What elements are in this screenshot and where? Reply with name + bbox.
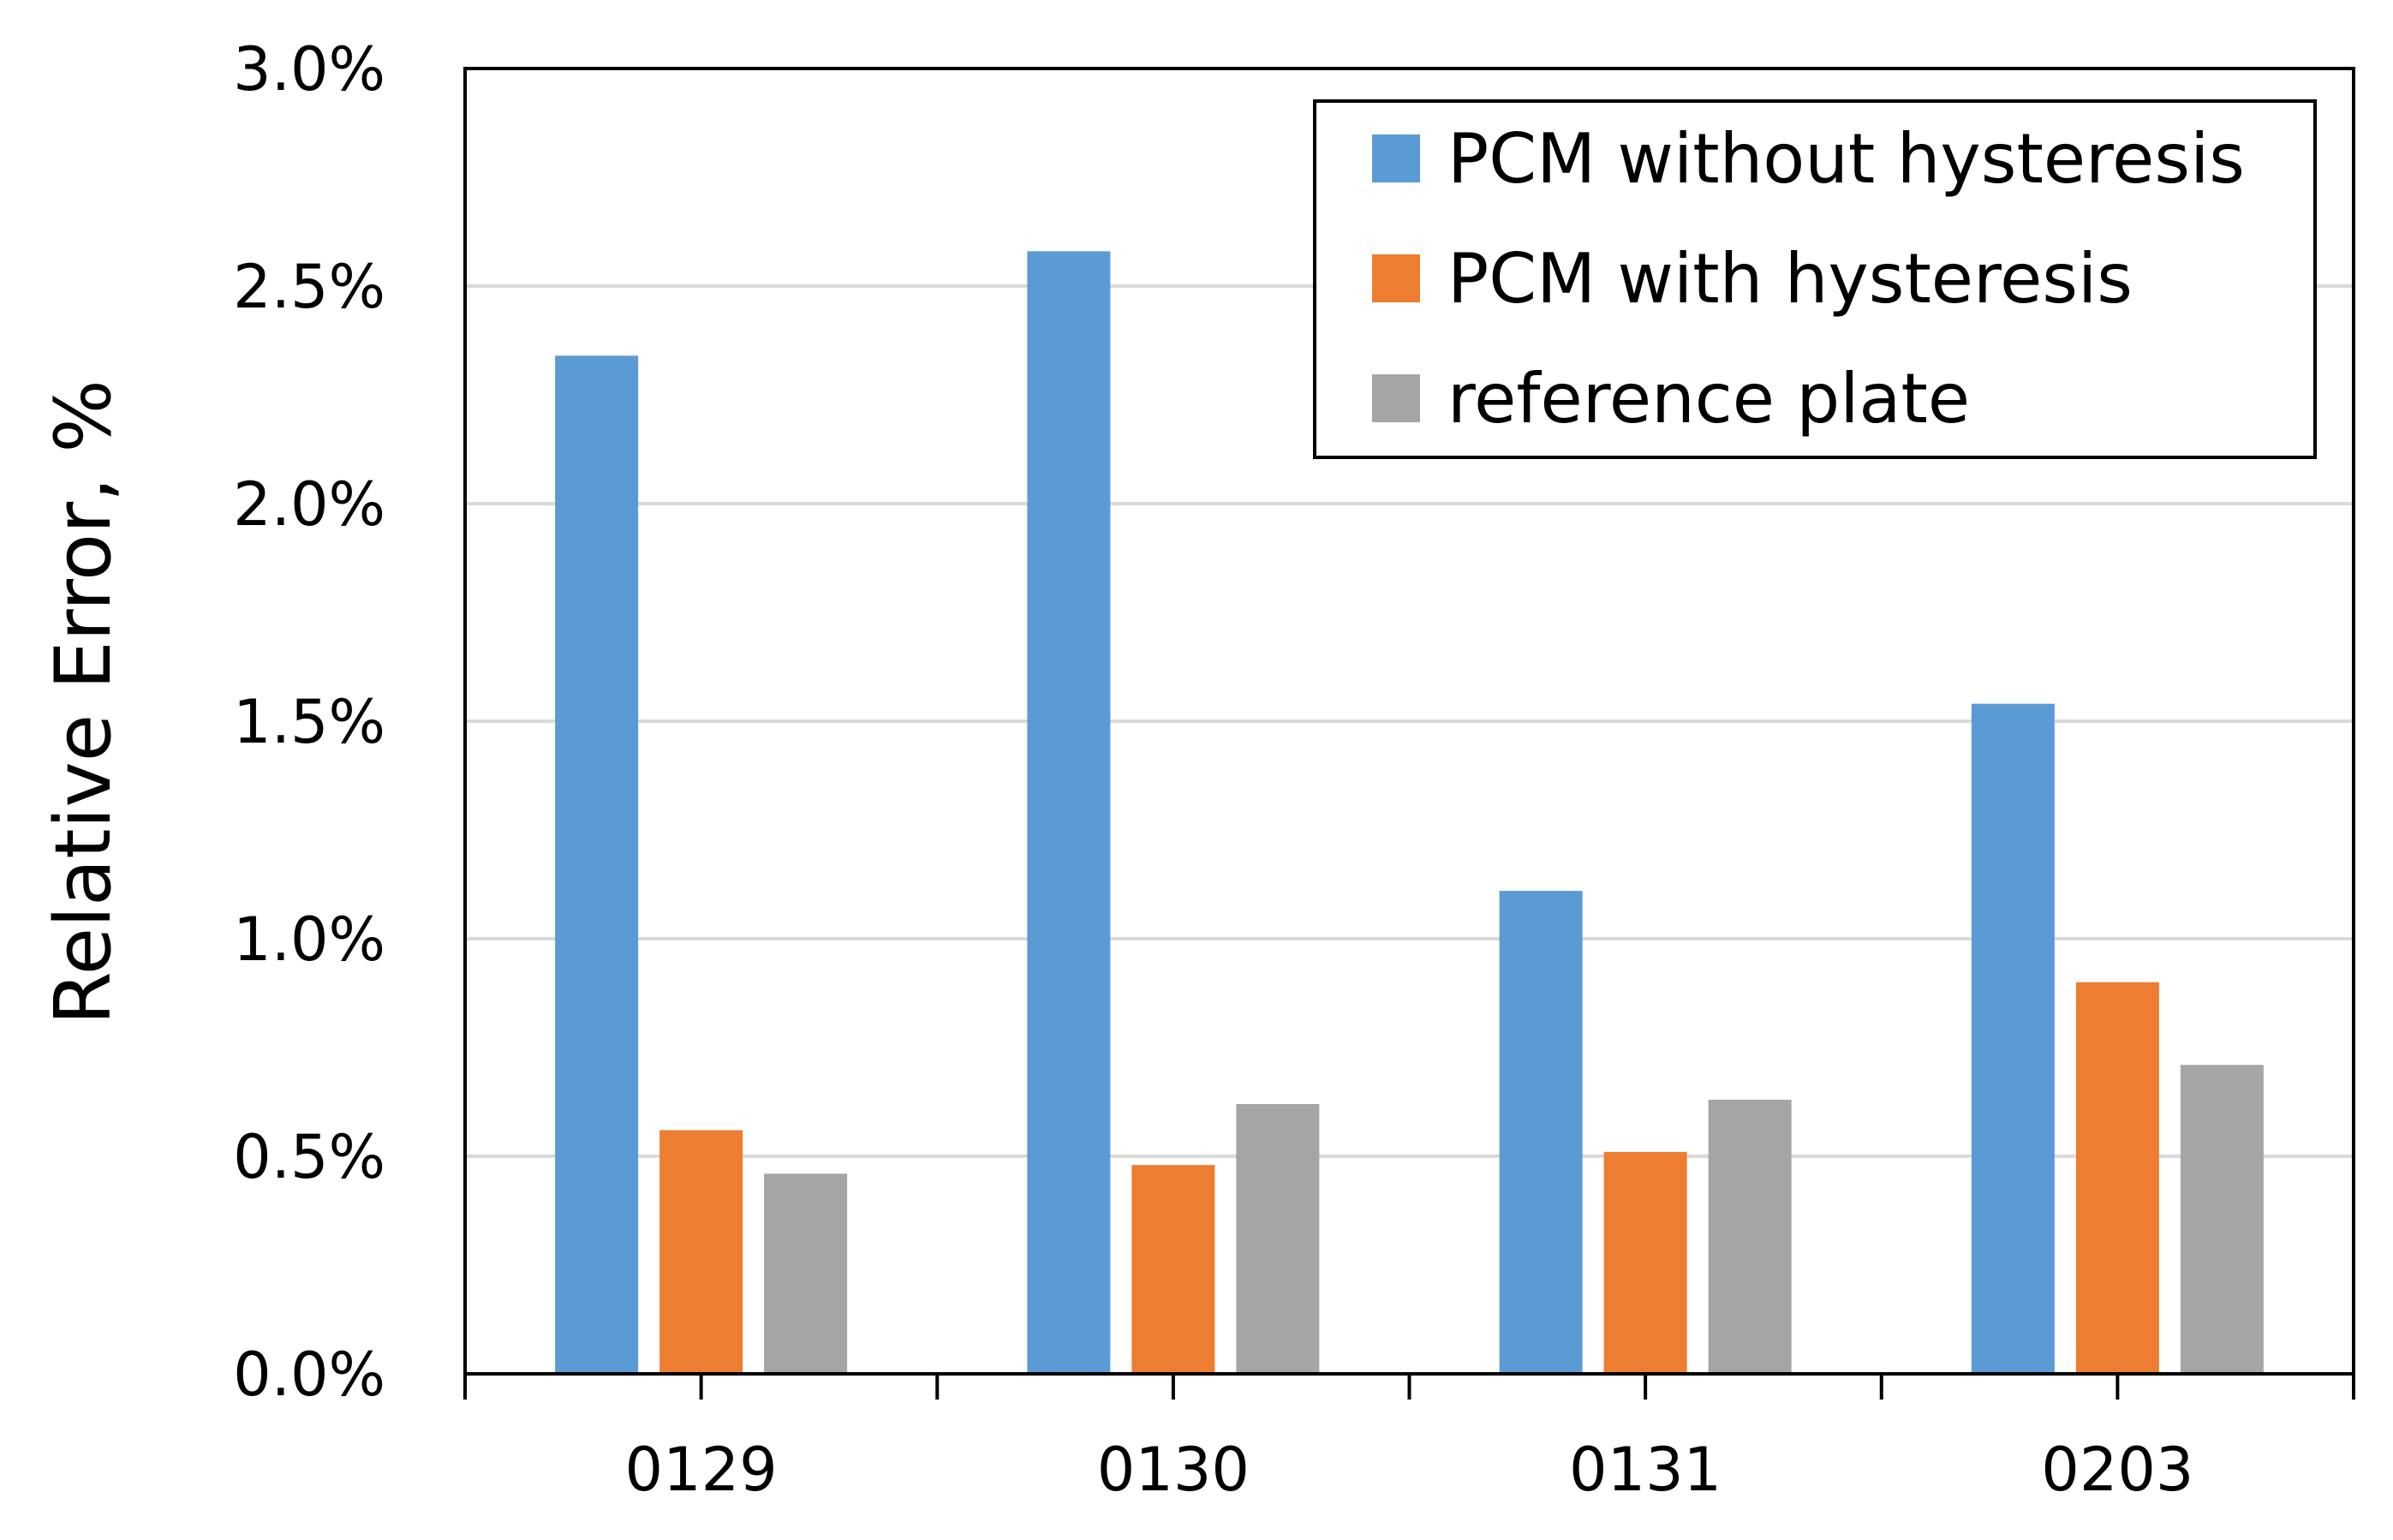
x-tick-label: 0130 (1097, 1435, 1250, 1505)
legend-swatch (1372, 374, 1420, 422)
x-tick-label: 0131 (1569, 1435, 1722, 1505)
bar-pcm-with-hysteresis-0131 (1603, 1151, 1687, 1374)
bar-reference-plate-0203 (2180, 1065, 2264, 1374)
bar-pcm-with-hysteresis-0203 (2075, 982, 2159, 1374)
y-tick-label: 3.0% (233, 34, 385, 104)
y-tick-label: 0.0% (233, 1340, 385, 1410)
bar-pcm-without-hysteresis-0203 (1971, 703, 2055, 1374)
y-tick-label: 1.5% (233, 687, 385, 757)
legend: PCM without hysteresis PCM with hysteresi… (1313, 99, 2317, 459)
legend-swatch (1372, 254, 1420, 302)
bar-pcm-without-hysteresis-0129 (555, 355, 639, 1374)
y-tick-label: 2.0% (233, 469, 385, 540)
x-tick-label: 0203 (2041, 1435, 2193, 1505)
y-axis-title: Relative Error, % (39, 379, 128, 1025)
y-tick-label: 2.5% (233, 252, 385, 322)
bars (555, 251, 2264, 1374)
x-axis-tick-labels: 0129 0130 0131 0203 (625, 1435, 2194, 1505)
bar-pcm-without-hysteresis-0130 (1027, 251, 1111, 1374)
y-tick-label: 0.5% (233, 1122, 385, 1192)
bar-pcm-with-hysteresis-0129 (659, 1130, 743, 1374)
bar-pcm-with-hysteresis-0130 (1131, 1165, 1215, 1374)
x-axis-ticks (463, 1374, 2355, 1400)
bar-reference-plate-0131 (1708, 1099, 1792, 1374)
bar-reference-plate-0130 (1236, 1104, 1320, 1374)
legend-label: PCM with hysteresis (1447, 239, 2133, 319)
y-tick-label: 1.0% (233, 904, 385, 975)
bar-pcm-without-hysteresis-0131 (1499, 891, 1583, 1374)
legend-label: PCM without hysteresis (1447, 119, 2245, 199)
legend-box (1313, 99, 2317, 459)
y-axis-tick-labels: 0.0% 0.5% 1.0% 1.5% 2.0% 2.5% 3.0% (233, 34, 385, 1410)
legend-label: reference plate (1447, 359, 1970, 439)
legend-swatch (1372, 134, 1420, 182)
bar-reference-plate-0129 (764, 1173, 848, 1374)
x-tick-label: 0129 (625, 1435, 778, 1505)
